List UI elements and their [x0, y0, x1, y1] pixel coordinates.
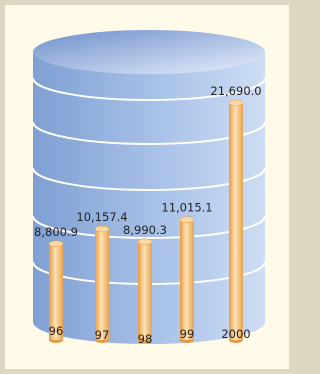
bar-cap [138, 239, 152, 245]
value-label: 10,157.4 [76, 210, 127, 224]
x-tick-label: 97 [95, 328, 110, 342]
bar [138, 242, 152, 340]
bar-cap [95, 226, 109, 232]
bar-cap [49, 241, 63, 247]
x-tick-label: 99 [180, 327, 195, 341]
value-label: 11,015.1 [161, 201, 212, 215]
value-label: 8,800.9 [34, 225, 78, 239]
x-tick-label: 2000 [221, 327, 250, 341]
x-tick-label: 98 [138, 332, 153, 346]
value-label: 21,690.0 [210, 84, 261, 98]
bar-cap [229, 100, 243, 106]
value-label: 8,990.3 [123, 223, 167, 237]
bar [229, 103, 243, 340]
page: 8,800.9 96 10,157.4 97 8,990.3 98 11,015.1 99 21… [0, 0, 320, 374]
bar-cap [180, 217, 194, 223]
bar [180, 220, 194, 340]
chart: 8,800.9 96 10,157.4 97 8,990.3 98 11,015.1 99 21… [0, 0, 294, 374]
x-tick-label: 96 [49, 324, 64, 338]
bar [95, 229, 109, 340]
